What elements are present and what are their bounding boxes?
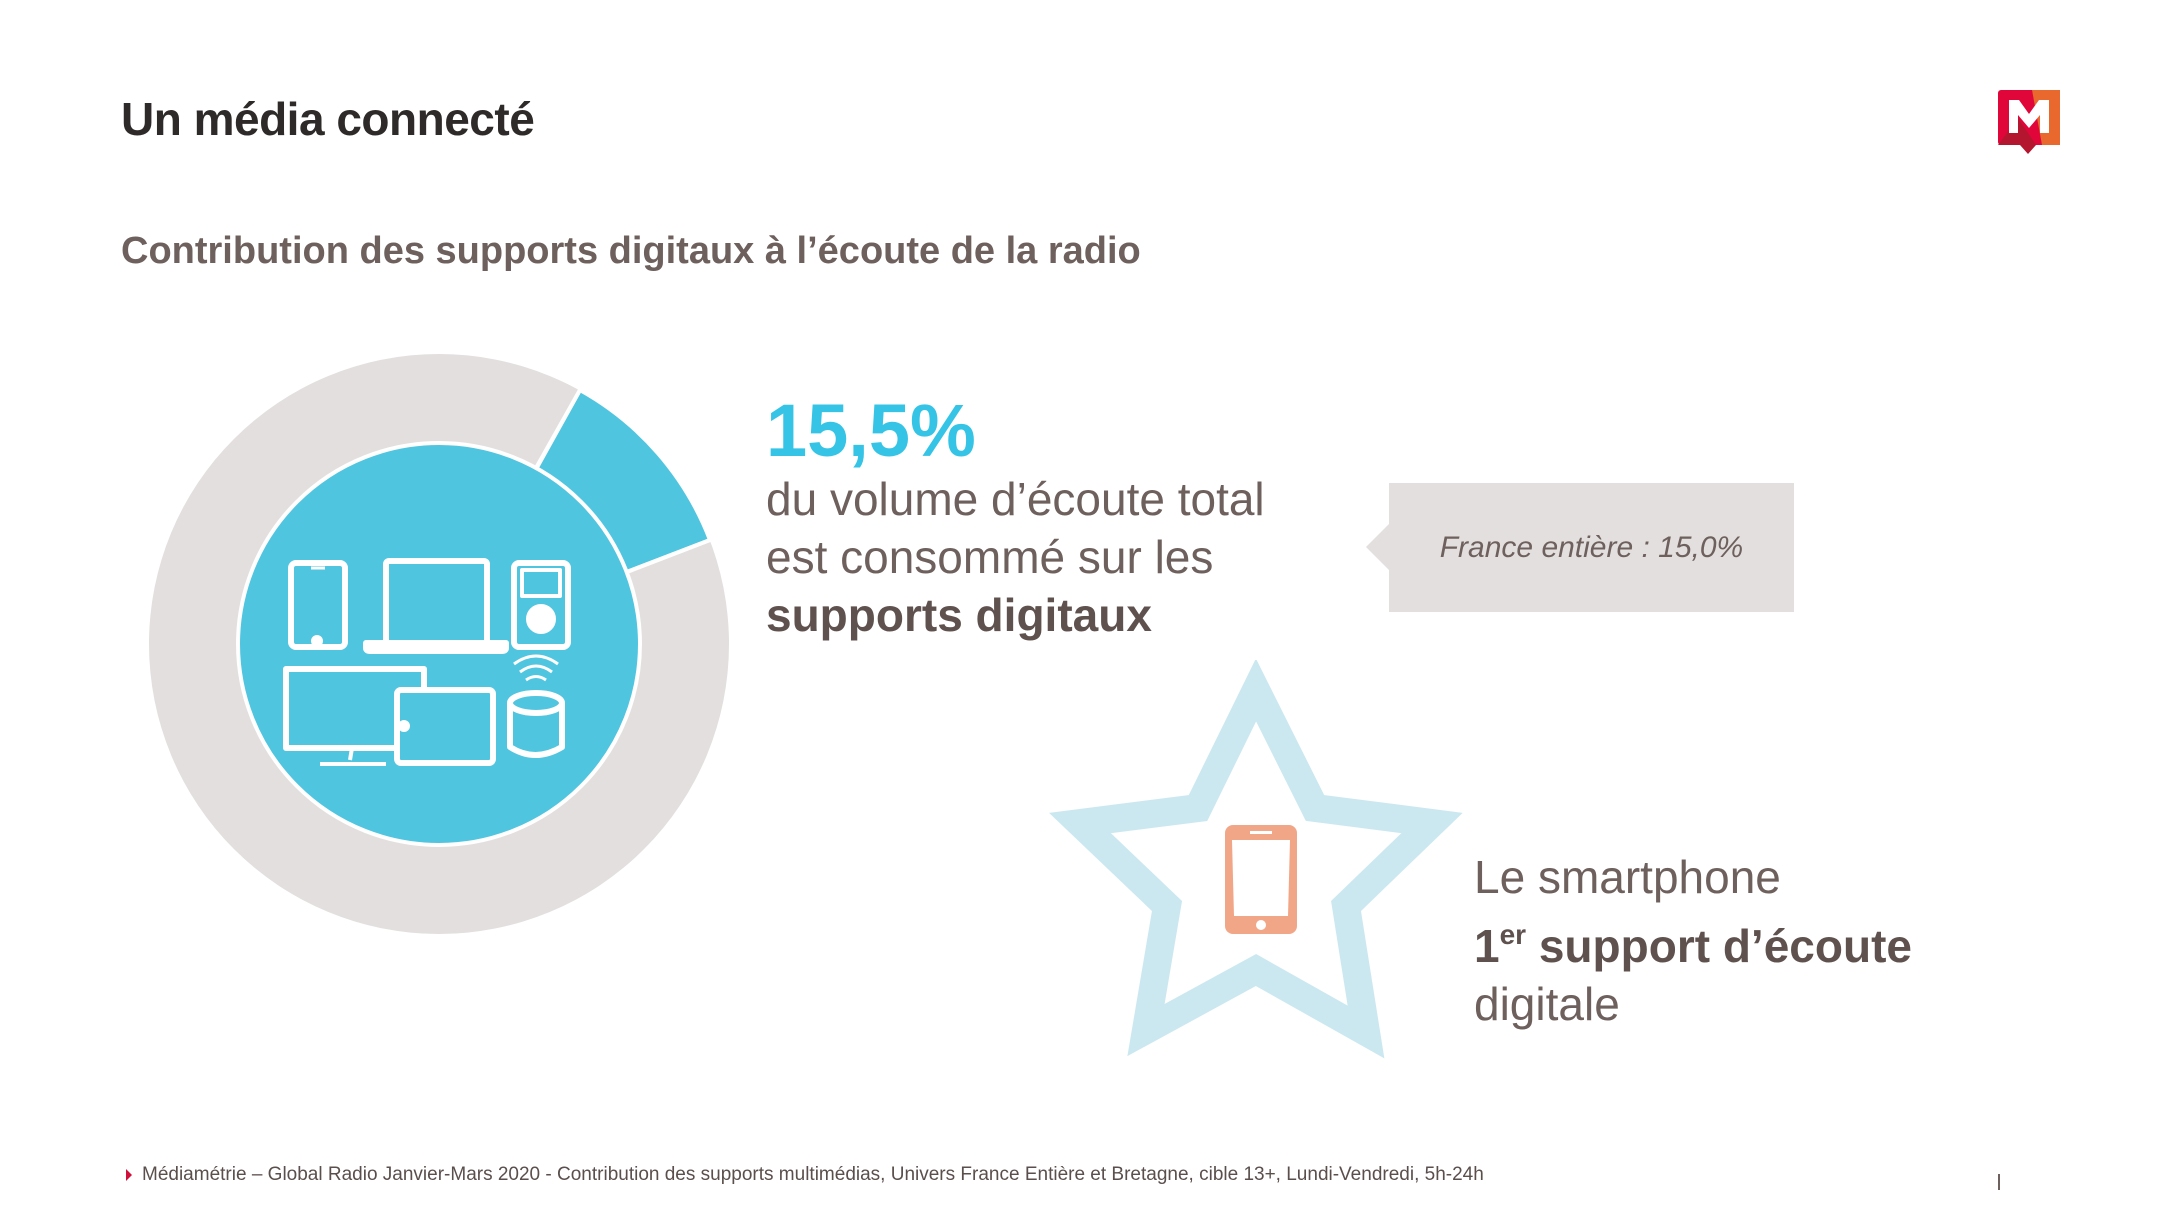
page-marker [1998,1174,2000,1190]
desc-line-2: est consommé sur les [766,531,1214,583]
smart-line-1: Le smartphone [1474,851,1781,903]
smart-line-3: digitale [1474,978,1620,1030]
france-callout: France entière : 15,0% [1389,483,1794,612]
smart-line-2: support d’écoute [1526,920,1912,972]
digital-share-value: 15,5% [766,389,976,472]
smart-rank-suffix: er [1499,919,1527,950]
smart-rank: 1 [1474,920,1500,972]
smartphone-icon [288,560,348,650]
desc-line-3: supports digitaux [766,589,1152,641]
tablet-icon [394,687,496,766]
digital-share-description: du volume d’écoute total est consommé su… [766,470,1265,644]
desc-line-1: du volume d’écoute total [766,473,1265,525]
source-text: Médiamétrie – Global Radio Janvier-Mars … [142,1164,1484,1185]
bullet-arrow-icon [126,1169,132,1181]
callout-text: France entière : 15,0% [1439,530,1744,564]
section-subtitle: Contribution des supports digitaux à l’é… [121,230,1141,272]
star-icon [1049,660,1463,1059]
page-title: Un média connecté [121,93,535,145]
smart-speaker-icon [507,654,565,758]
smartphone-statement: Le smartphone 1er support d’écoute digit… [1474,848,1912,1033]
brand-logo [1998,90,2060,154]
source-footnote: Médiamétrie – Global Radio Janvier-Mars … [126,1164,1484,1186]
digital-share-donut [149,354,729,934]
music-player-icon [511,560,571,650]
smartphone-highlight-icon [1225,825,1297,934]
callout-pointer [1366,523,1390,571]
laptop-icon [363,558,509,654]
